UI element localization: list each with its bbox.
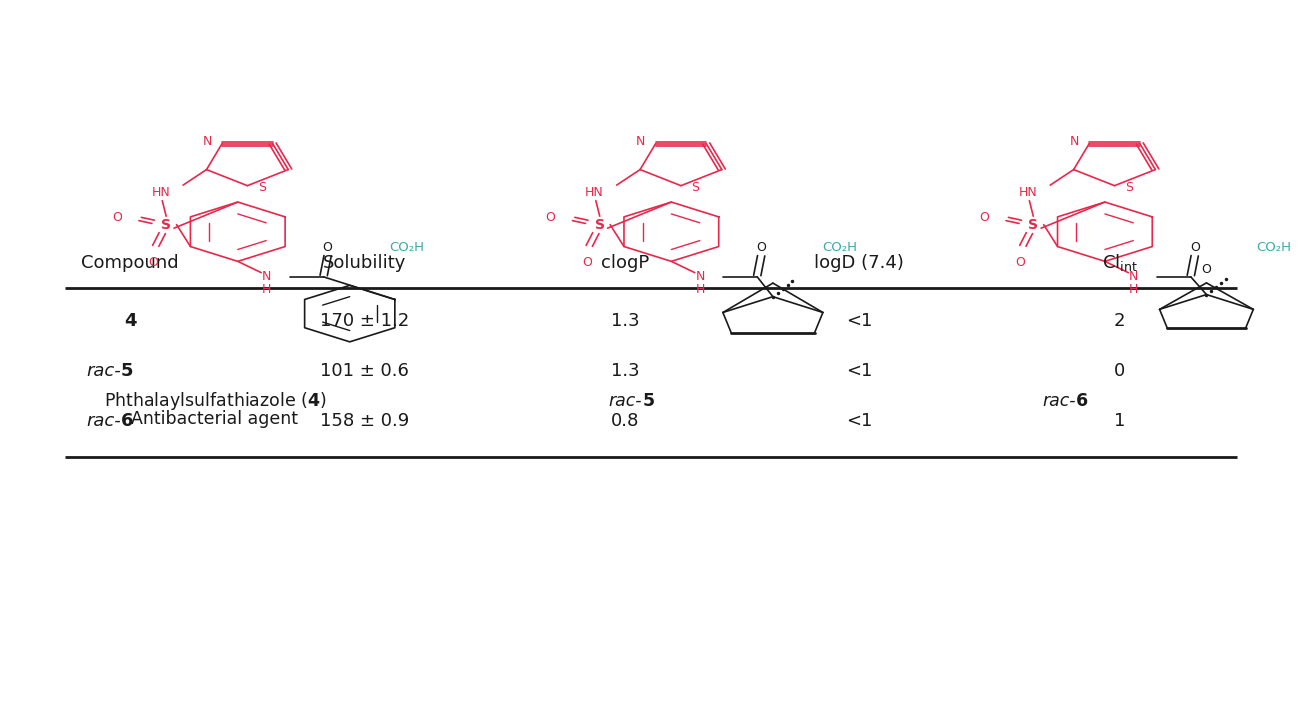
Text: 5: 5 [121, 362, 134, 381]
Text: rac-: rac- [86, 412, 121, 431]
Text: <1: <1 [846, 412, 872, 431]
Text: 0: 0 [1115, 362, 1125, 381]
Text: O: O [546, 211, 556, 224]
Text: O: O [756, 241, 766, 253]
Text: O: O [582, 256, 591, 270]
Text: $\mathbf{5}$: $\mathbf{5}$ [642, 392, 655, 410]
Text: N: N [1129, 270, 1138, 283]
Text: Solubility: Solubility [323, 253, 406, 272]
Text: HN: HN [585, 186, 604, 198]
Text: O: O [979, 211, 990, 224]
Text: <1: <1 [846, 311, 872, 330]
Text: HN: HN [151, 186, 171, 198]
Text: N: N [695, 270, 704, 283]
Text: rac-: rac- [608, 392, 642, 410]
Text: logD (7.4): logD (7.4) [814, 253, 905, 272]
Text: rac-: rac- [1042, 392, 1075, 410]
Text: Phthalaylsulfathiazole ($\mathbf{4}$): Phthalaylsulfathiazole ($\mathbf{4}$) [104, 390, 326, 412]
Text: O: O [112, 211, 122, 224]
Text: H: H [695, 283, 704, 296]
Text: Antibacterial agent: Antibacterial agent [132, 410, 298, 429]
Text: rac-: rac- [86, 362, 121, 381]
Text: H: H [262, 283, 271, 296]
Text: H: H [1129, 283, 1138, 296]
Text: N: N [202, 135, 212, 148]
Text: O: O [1202, 263, 1211, 276]
Text: CO₂H: CO₂H [1256, 241, 1290, 253]
Text: $\mathbf{6}$: $\mathbf{6}$ [1075, 392, 1088, 410]
Text: clogP: clogP [600, 253, 650, 272]
Text: <1: <1 [846, 362, 872, 381]
Text: 101 ± 0.6: 101 ± 0.6 [320, 362, 409, 381]
Text: 158 ± 0.9: 158 ± 0.9 [320, 412, 409, 431]
Text: CO₂H: CO₂H [823, 241, 857, 253]
Text: Cl$_{\rm int}$: Cl$_{\rm int}$ [1101, 252, 1138, 273]
Text: O: O [148, 256, 158, 270]
Text: 2: 2 [1115, 311, 1125, 330]
Text: Compound: Compound [82, 253, 178, 272]
Text: S: S [1125, 181, 1133, 193]
Text: S: S [595, 217, 604, 232]
Text: 1: 1 [1115, 412, 1125, 431]
Text: 170 ± 1.2: 170 ± 1.2 [320, 311, 409, 330]
Text: N: N [262, 270, 271, 283]
Text: O: O [1016, 256, 1025, 270]
Text: 1.3: 1.3 [611, 362, 639, 381]
Text: S: S [1029, 217, 1038, 232]
Text: N: N [635, 135, 646, 148]
Text: HN: HN [1018, 186, 1038, 198]
Text: 4: 4 [124, 311, 137, 330]
Text: S: S [258, 181, 266, 193]
Text: S: S [691, 181, 699, 193]
Text: 6: 6 [121, 412, 134, 431]
Text: CO₂H: CO₂H [389, 241, 423, 253]
Text: O: O [323, 241, 332, 253]
Text: N: N [1069, 135, 1079, 148]
Text: S: S [161, 217, 171, 232]
Text: 0.8: 0.8 [611, 412, 639, 431]
Text: 1.3: 1.3 [611, 311, 639, 330]
Text: O: O [1190, 241, 1199, 253]
